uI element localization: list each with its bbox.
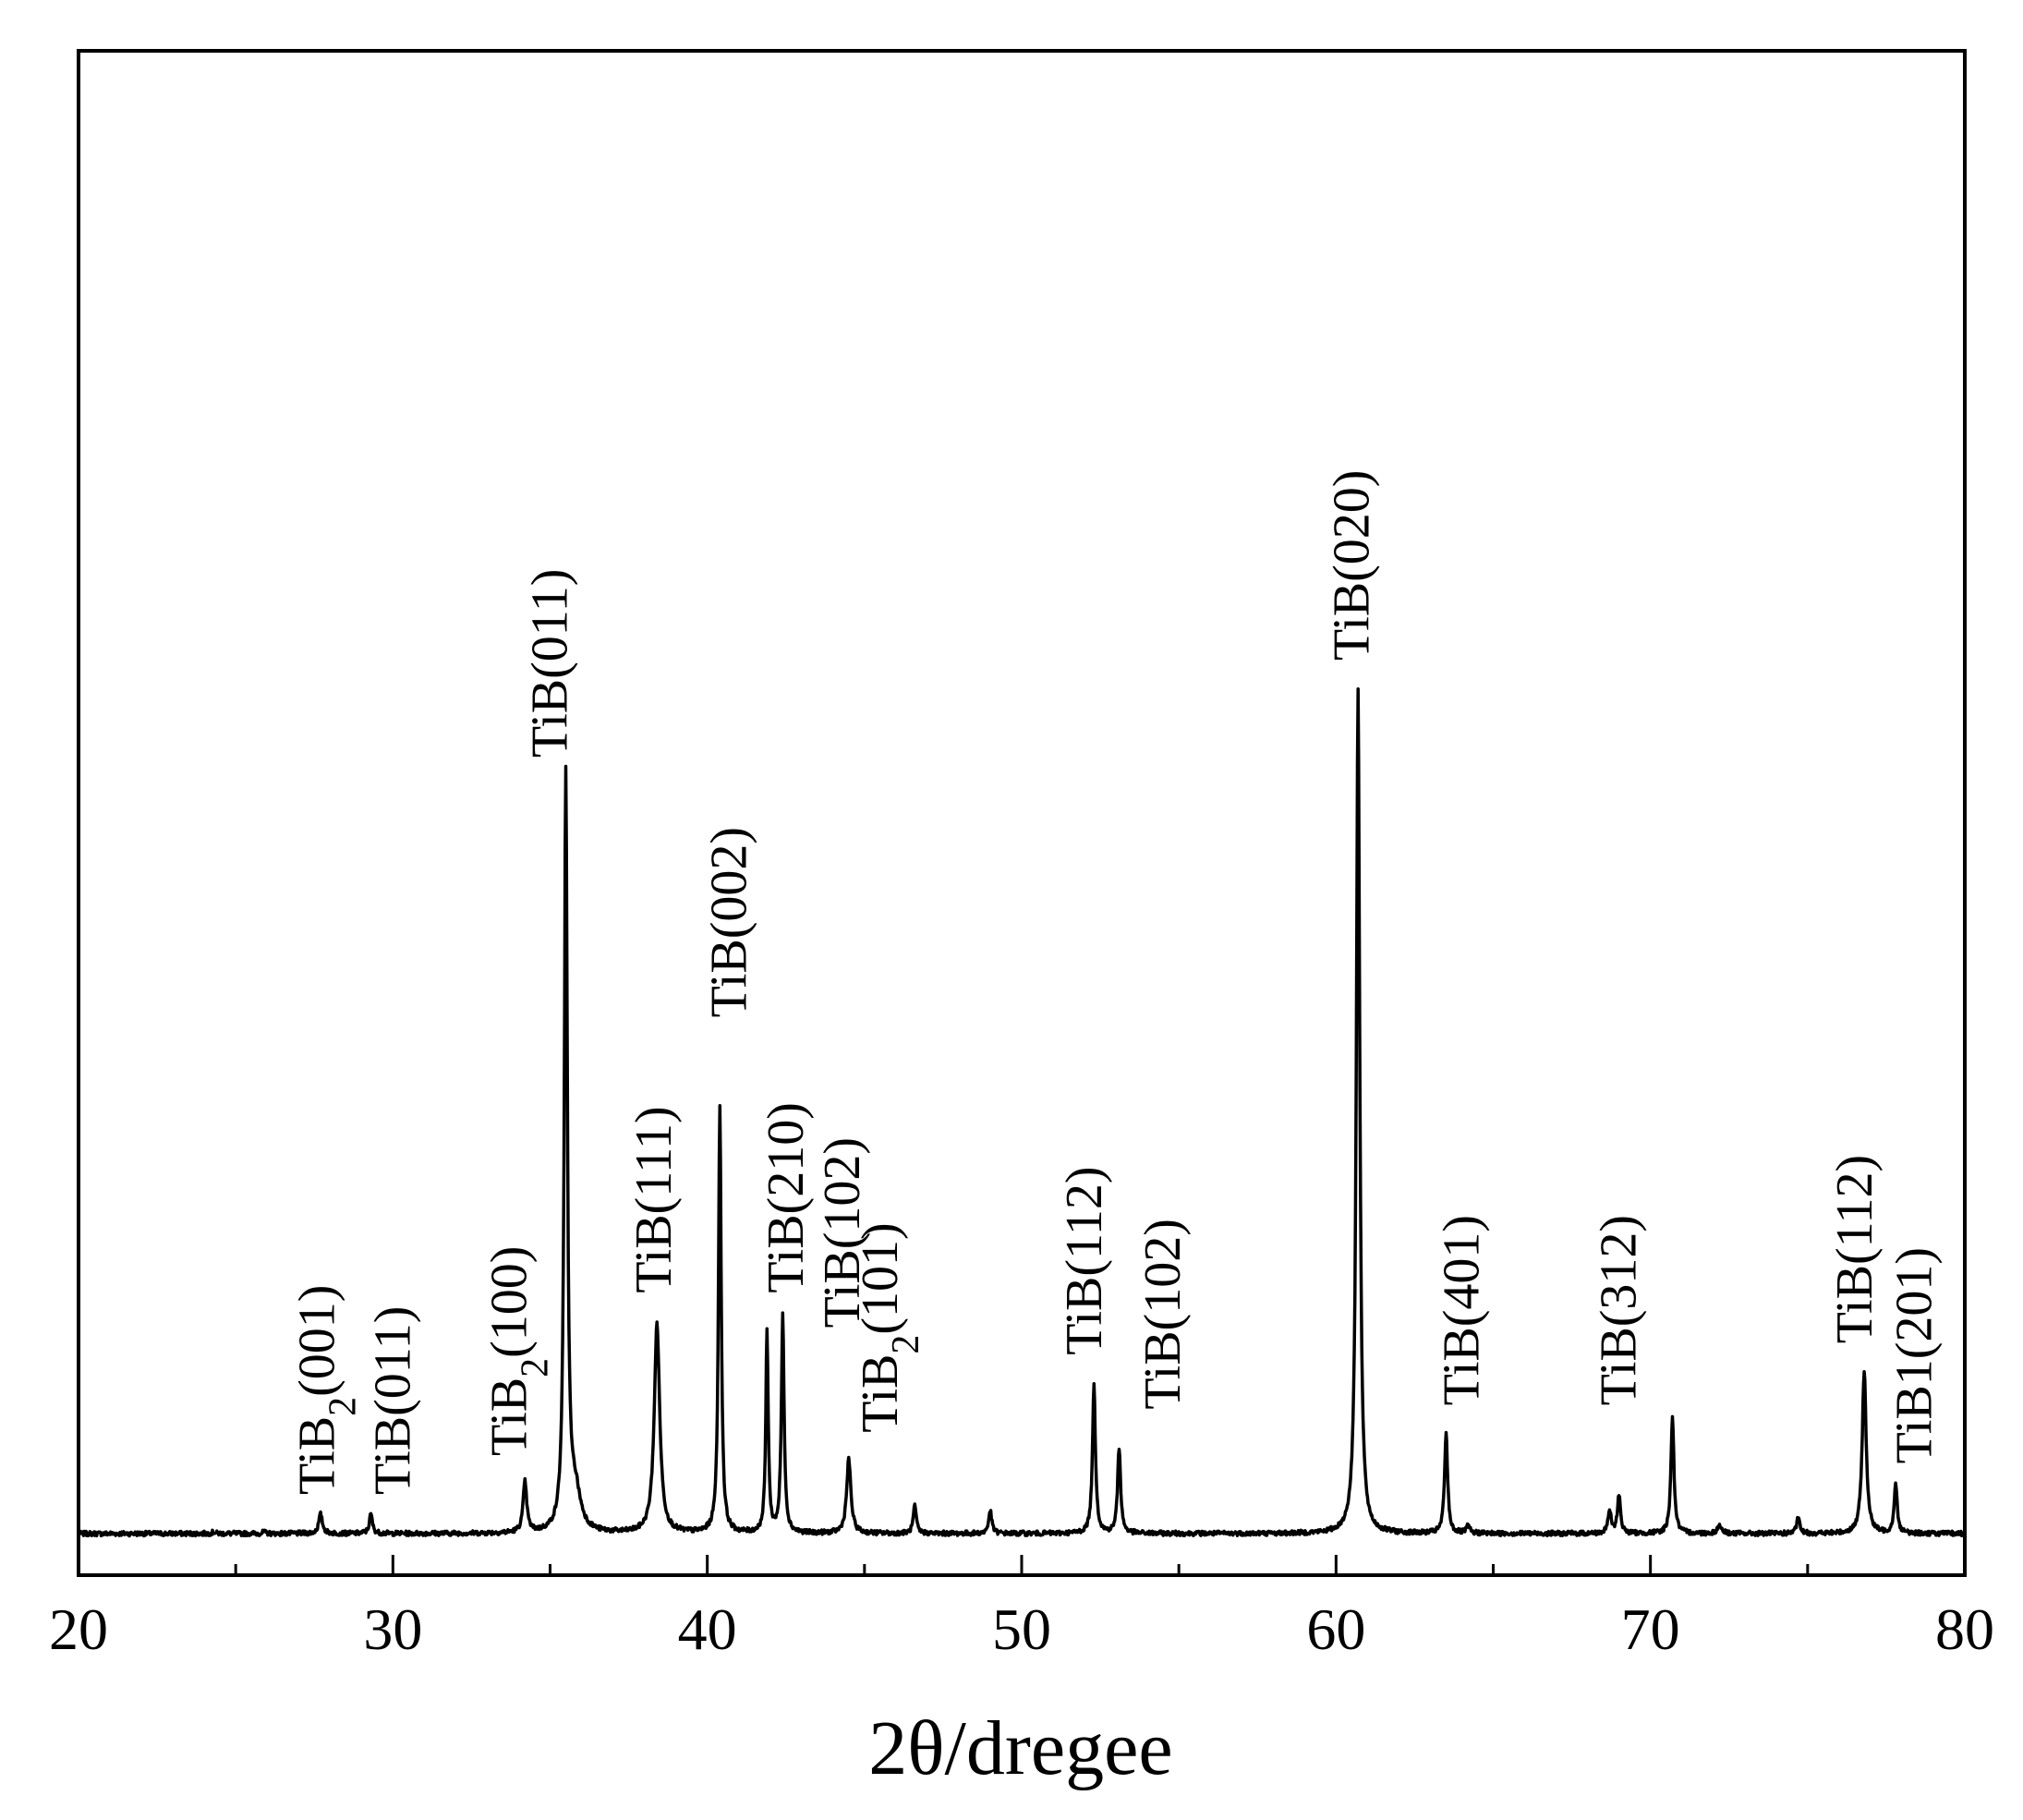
peak-label-tib-112-b: TiB(112) [1826, 1155, 1884, 1343]
peak-label-tib-020: TiB(020) [1323, 470, 1380, 661]
peak-label-tib2-101: TiB2(101) [852, 1222, 927, 1432]
peak-label-tib-102-b: TiB(102) [1134, 1219, 1192, 1409]
x-tick-label: 20 [49, 1596, 108, 1662]
x-tick-label: 70 [1621, 1596, 1680, 1662]
peak-label-tib-011-b: TiB(011) [522, 569, 579, 758]
peak-label-tib-312: TiB(312) [1591, 1215, 1648, 1405]
peak-label-tib-002: TiB(002) [701, 827, 758, 1017]
plot-frame [77, 49, 1967, 1577]
x-tick-label: 50 [992, 1596, 1051, 1662]
x-tick-label: 40 [678, 1596, 737, 1662]
x-axis-title: 2θ/dregee [868, 1705, 1172, 1791]
peak-label-tib2-001: TiB2(001) [289, 1285, 365, 1495]
peak-label-tib2-100: TiB2(100) [480, 1246, 556, 1456]
x-tick-label: 60 [1306, 1596, 1365, 1662]
peak-label-tib-210: TiB(210) [757, 1102, 815, 1292]
peak-labels: TiB2(001) TiB(011) TiB2(100)TiB(011)TiB(11… [289, 470, 1944, 1495]
peak-label-tib1-201: TiB1(201) [1886, 1247, 1944, 1463]
xrd-pattern-line [77, 686, 1966, 1538]
peak-label-tib-112-a: TiB(112) [1056, 1166, 1113, 1354]
x-tick-label: 30 [363, 1596, 422, 1662]
peak-label-tib-401: TiB(401) [1434, 1215, 1491, 1405]
x-axis-ticks [234, 1555, 1810, 1575]
peak-label-tib-011-a: TiB(011) [364, 1306, 421, 1495]
x-axis-tick-labels: 20 30 40 50 60 70 80 [49, 1596, 1994, 1662]
x-tick-label: 80 [1935, 1596, 1994, 1662]
peak-label-tib-102-a: TiB(102) [814, 1137, 871, 1328]
peak-label-tib-111: TiB(111) [625, 1106, 683, 1292]
